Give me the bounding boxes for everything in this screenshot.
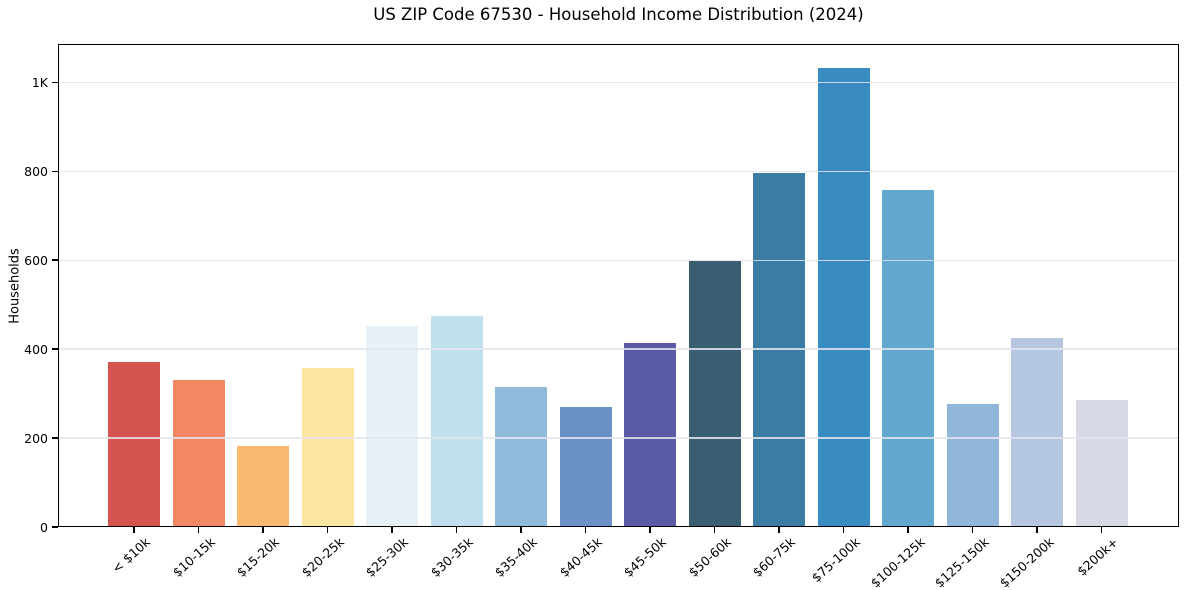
bar-150-200k (1011, 337, 1063, 527)
bar-50-60k (688, 261, 741, 527)
x-tick-label-40-45k: $40-45k (556, 534, 605, 580)
x-tick-mark (971, 527, 974, 533)
x-tick-label-20-25k: $20-25k (298, 534, 347, 580)
y-tick-label: 0 (40, 519, 48, 535)
y-tick-mark (51, 259, 58, 261)
x-tick-mark (1100, 527, 1103, 533)
x-tick-label-15-20k: $15-20k (234, 534, 283, 580)
x-tick-mark (520, 527, 522, 533)
bar-15-20k (237, 445, 289, 527)
bar-35-40k (495, 387, 547, 527)
x-tick-label-25-30k: $25-30k (363, 534, 412, 580)
x-tick-label-75-100k: $75-100k (808, 534, 863, 586)
x-tick-label-200k: $200k+ (1074, 534, 1121, 579)
y-tick-mark (51, 526, 58, 528)
x-tick-mark (455, 527, 458, 533)
gridline-800 (58, 170, 1179, 172)
x-tick-mark (842, 527, 845, 533)
x-tick-label-35-40k: $35-40k (492, 534, 541, 580)
x-tick-label-30-35k: $30-35k (427, 534, 476, 580)
x-tick-mark (262, 527, 264, 533)
bar-20-25k (301, 368, 354, 527)
bar-25-30k (366, 325, 418, 527)
gridline-600 (58, 259, 1179, 261)
x-tick-label-100-125k: $100-125k (867, 534, 928, 590)
x-tick-mark (133, 527, 135, 533)
gridline-400 (58, 348, 1179, 350)
x-tick-label-60-75k: $60-75k (750, 534, 799, 580)
x-tick-mark (391, 527, 393, 533)
gridline-1000 (58, 81, 1179, 83)
x-tick-label-50-60k: $50-60k (685, 534, 734, 580)
x-tick-mark (197, 527, 200, 533)
y-tick-mark (51, 170, 58, 172)
x-tick-label-125-150k: $125-150k (931, 534, 992, 590)
bar-10k (108, 361, 160, 527)
y-tick-label: 800 (24, 163, 48, 179)
y-tick-mark (51, 437, 58, 439)
y-tick-mark (51, 348, 58, 350)
bar-200k (1075, 400, 1128, 527)
x-tick-mark (778, 527, 780, 533)
bar-10-15k (172, 380, 225, 527)
x-tick-label-45-50k: $45-50k (621, 534, 670, 580)
y-tick-label: 1K (31, 74, 48, 90)
x-tick-label-10k: < $10k (109, 534, 154, 576)
y-tick-mark (51, 81, 58, 83)
bar-125-150k (946, 404, 999, 527)
x-tick-label-10-15k: $10-15k (169, 534, 218, 580)
x-tick-mark (326, 527, 329, 533)
gridline-200 (58, 437, 1179, 439)
chart-title: US ZIP Code 67530 - Household Income Dis… (373, 5, 864, 24)
bar-75-100k (817, 68, 870, 527)
x-tick-mark (649, 527, 651, 533)
bar-30-35k (430, 316, 483, 527)
bar-45-50k (624, 343, 676, 527)
x-tick-mark (1036, 527, 1038, 533)
x-tick-mark (584, 527, 587, 533)
bar-100-125k (882, 190, 934, 527)
bar-60-75k (753, 172, 805, 527)
x-tick-label-150-200k: $150-200k (996, 534, 1057, 590)
bar-40-45k (559, 406, 612, 527)
y-tick-label: 600 (24, 252, 48, 268)
x-tick-mark (907, 527, 909, 533)
y-tick-label: 400 (24, 341, 48, 357)
x-tick-mark (713, 527, 716, 533)
y-tick-label: 200 (24, 430, 48, 446)
